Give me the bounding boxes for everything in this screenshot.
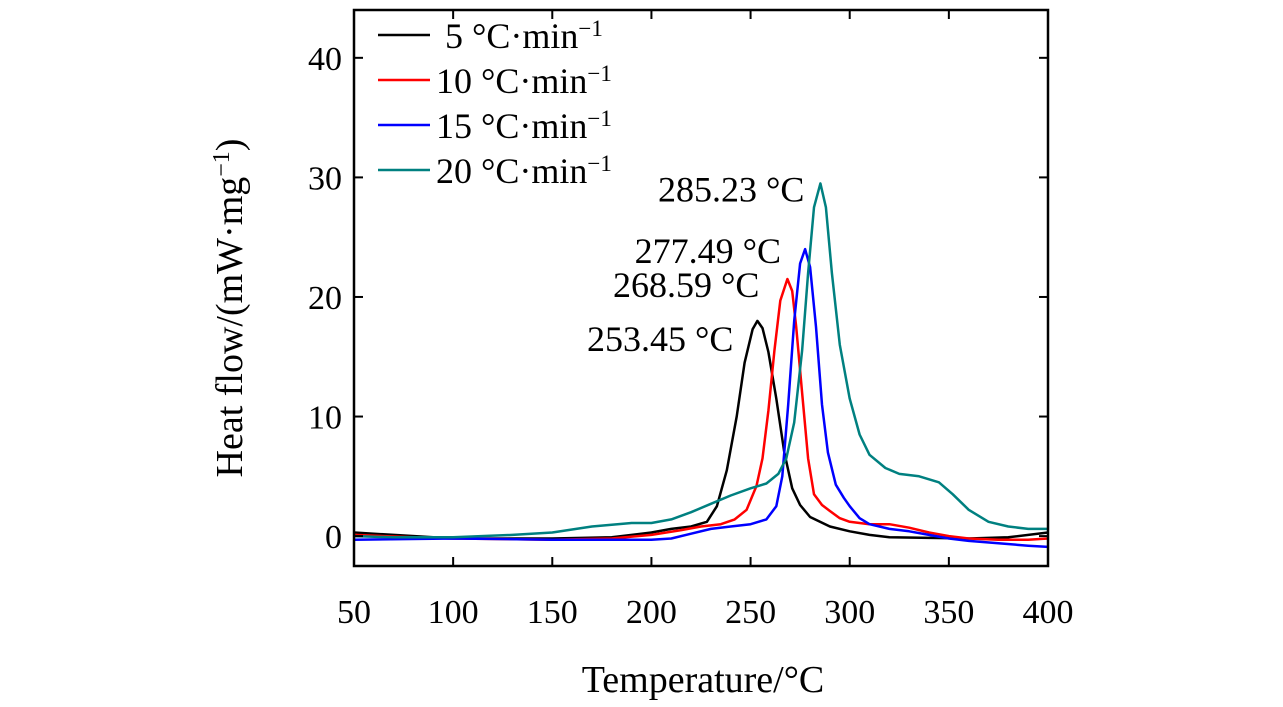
y-axis-title-close: ) xyxy=(209,139,251,152)
x-tick-label: 100 xyxy=(428,594,479,631)
x-tick-label: 250 xyxy=(725,594,776,631)
y-tick-label: 20 xyxy=(308,280,342,317)
x-tick-label: 350 xyxy=(923,594,974,631)
x-tick-label: 300 xyxy=(824,594,875,631)
legend-label-2: 10 °C·min−1 xyxy=(436,61,612,102)
x-tick-label: 200 xyxy=(626,594,677,631)
series-line-2 xyxy=(354,277,1048,541)
peak-label-4: 253.45 °C xyxy=(587,319,733,359)
series-curves xyxy=(354,182,1048,549)
series-line-4 xyxy=(354,182,1048,539)
legend: 5 °C·min−110 °C·min−115 °C·min−120 °C·mi… xyxy=(378,16,612,192)
x-tick-label: 400 xyxy=(1023,594,1074,631)
y-tick-label: 30 xyxy=(308,160,342,197)
y-axis-title-main: Heat flow/(mW·mg xyxy=(209,177,251,478)
y-axis-ticks: 0 10 20 30 40 xyxy=(308,41,1048,556)
x-tick-label: 50 xyxy=(337,594,371,631)
x-axis-ticks: 50 100 150 200 250 300 350 400 xyxy=(337,10,1074,631)
y-axis-title: Heat flow/(mW·mg−1) xyxy=(209,139,251,478)
y-axis-title-sup: −1 xyxy=(209,151,235,177)
legend-label-4: 20 °C·min−1 xyxy=(436,151,612,192)
peak-label-1: 285.23 °C xyxy=(658,169,804,209)
y-tick-label: 0 xyxy=(325,519,342,556)
legend-label-3: 15 °C·min−1 xyxy=(436,106,612,147)
y-tick-label: 10 xyxy=(308,400,342,437)
plot-frame xyxy=(352,8,1050,568)
peak-label-3: 268.59 °C xyxy=(613,265,759,305)
series-line-3 xyxy=(354,247,1048,549)
peak-label-2: 277.49 °C xyxy=(635,231,781,271)
x-tick-label: 150 xyxy=(527,594,578,631)
y-tick-label: 40 xyxy=(308,41,342,78)
x-axis-title: Temperature/°C xyxy=(582,659,825,701)
legend-label-1: 5 °C·min−1 xyxy=(436,16,603,57)
